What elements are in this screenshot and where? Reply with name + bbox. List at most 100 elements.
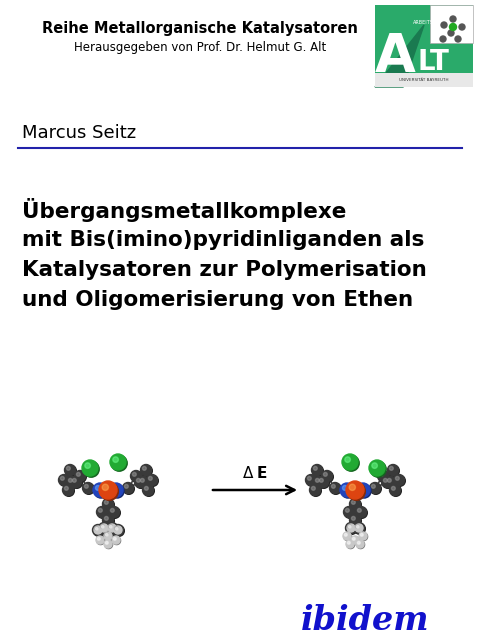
Circle shape xyxy=(323,472,333,482)
Circle shape xyxy=(450,16,456,22)
Circle shape xyxy=(390,486,401,497)
Circle shape xyxy=(347,524,355,532)
Circle shape xyxy=(103,514,113,525)
Circle shape xyxy=(351,500,355,504)
Circle shape xyxy=(101,525,104,528)
Circle shape xyxy=(356,507,367,518)
Circle shape xyxy=(351,516,355,520)
Circle shape xyxy=(147,475,158,486)
Circle shape xyxy=(75,472,86,482)
Circle shape xyxy=(389,466,393,470)
Text: mit Bis(imino)pyridinliganden als: mit Bis(imino)pyridinliganden als xyxy=(22,230,424,250)
Circle shape xyxy=(346,509,349,512)
Circle shape xyxy=(107,523,118,534)
Circle shape xyxy=(383,477,393,488)
Circle shape xyxy=(76,472,80,476)
Text: Marcus Seitz: Marcus Seitz xyxy=(22,124,136,142)
Circle shape xyxy=(108,524,116,532)
Circle shape xyxy=(115,527,122,535)
Circle shape xyxy=(103,515,114,527)
Circle shape xyxy=(359,486,369,497)
Circle shape xyxy=(136,479,140,482)
Circle shape xyxy=(382,477,393,488)
Polygon shape xyxy=(375,25,424,87)
Circle shape xyxy=(99,523,110,534)
Text: A: A xyxy=(374,31,415,83)
Text: Reihe Metallorganische Katalysatoren: Reihe Metallorganische Katalysatoren xyxy=(42,20,358,36)
Circle shape xyxy=(353,523,364,534)
Circle shape xyxy=(342,454,358,470)
Circle shape xyxy=(108,507,120,518)
Text: Übergangsmetallkomplexe: Übergangsmetallkomplexe xyxy=(22,198,347,222)
Circle shape xyxy=(84,484,88,488)
Circle shape xyxy=(131,470,142,482)
Circle shape xyxy=(377,470,388,482)
Circle shape xyxy=(60,475,71,486)
Circle shape xyxy=(124,484,128,488)
Circle shape xyxy=(139,477,150,488)
Circle shape xyxy=(105,541,113,549)
Circle shape xyxy=(105,500,108,504)
Circle shape xyxy=(111,486,122,497)
Circle shape xyxy=(344,532,351,541)
Circle shape xyxy=(386,477,397,488)
Circle shape xyxy=(103,499,114,511)
Circle shape xyxy=(69,479,72,482)
Circle shape xyxy=(360,532,368,541)
Circle shape xyxy=(123,483,134,495)
Circle shape xyxy=(348,525,351,528)
Circle shape xyxy=(113,525,124,536)
Circle shape xyxy=(67,477,77,488)
Text: Herausgegeben von Prof. Dr. Helmut G. Alt: Herausgegeben von Prof. Dr. Helmut G. Al… xyxy=(74,42,326,54)
Circle shape xyxy=(349,514,360,525)
Circle shape xyxy=(111,486,116,490)
Circle shape xyxy=(449,24,456,31)
Circle shape xyxy=(135,477,146,488)
Circle shape xyxy=(64,465,75,475)
Circle shape xyxy=(318,477,329,488)
Circle shape xyxy=(83,482,94,493)
Circle shape xyxy=(134,477,145,488)
Circle shape xyxy=(103,498,113,509)
Circle shape xyxy=(312,486,315,490)
Circle shape xyxy=(358,541,360,544)
Circle shape xyxy=(122,482,133,493)
Circle shape xyxy=(108,525,117,532)
Circle shape xyxy=(344,507,355,518)
Circle shape xyxy=(59,475,70,486)
Circle shape xyxy=(319,479,323,482)
Circle shape xyxy=(343,455,359,471)
Circle shape xyxy=(95,484,106,495)
Circle shape xyxy=(112,536,120,544)
Circle shape xyxy=(93,483,107,497)
Circle shape xyxy=(357,541,365,549)
Circle shape xyxy=(306,475,317,486)
Circle shape xyxy=(314,477,325,488)
Circle shape xyxy=(356,525,359,528)
Circle shape xyxy=(357,484,371,498)
Circle shape xyxy=(112,486,116,490)
Circle shape xyxy=(342,486,348,490)
Circle shape xyxy=(355,524,363,532)
Circle shape xyxy=(62,484,73,495)
Bar xyxy=(375,5,473,87)
Circle shape xyxy=(106,541,108,544)
Circle shape xyxy=(108,525,112,528)
Circle shape xyxy=(98,523,109,534)
Text: Δ: Δ xyxy=(242,466,253,482)
Circle shape xyxy=(84,483,95,495)
Circle shape xyxy=(110,454,126,470)
Circle shape xyxy=(74,470,85,482)
Circle shape xyxy=(307,477,311,481)
Circle shape xyxy=(388,465,399,476)
Circle shape xyxy=(354,523,365,534)
Text: und Oligomerisierung von Ethen: und Oligomerisierung von Ethen xyxy=(22,290,413,310)
Circle shape xyxy=(82,460,98,476)
Circle shape xyxy=(94,526,102,534)
Circle shape xyxy=(310,484,321,495)
Circle shape xyxy=(148,477,152,481)
Circle shape xyxy=(93,525,104,535)
Circle shape xyxy=(311,486,321,497)
Circle shape xyxy=(64,486,68,490)
Circle shape xyxy=(358,509,361,512)
